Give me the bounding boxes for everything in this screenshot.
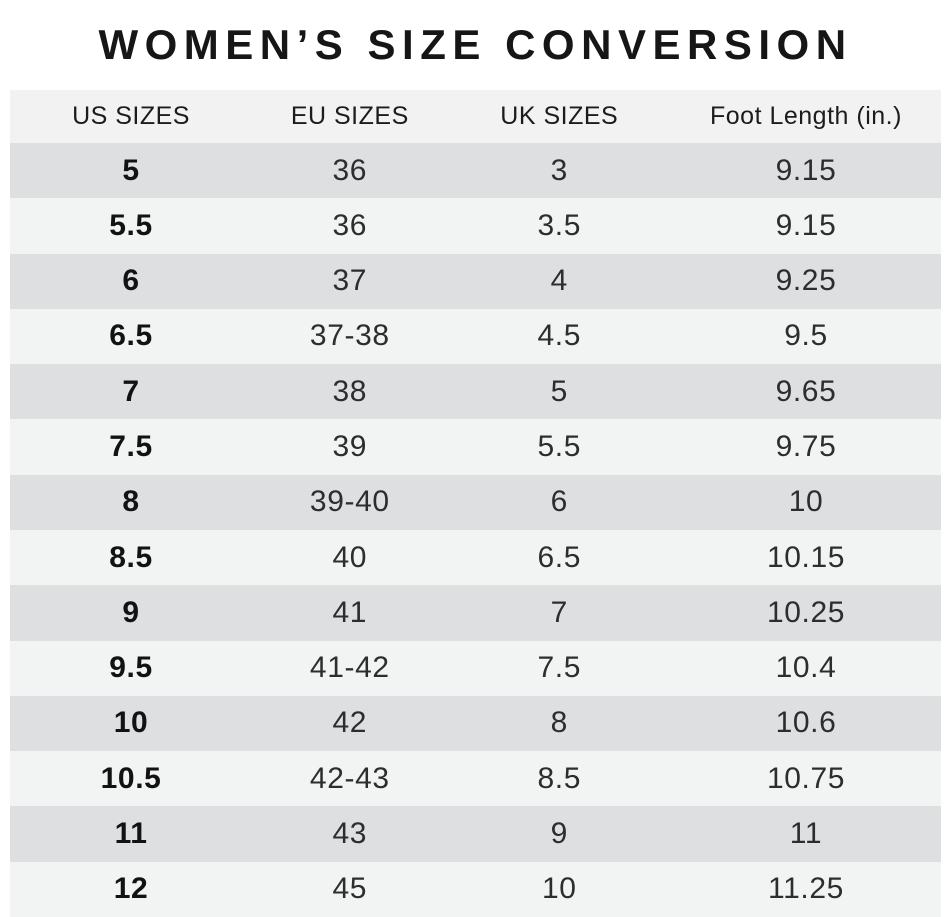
table-cell: 42 [332, 706, 368, 740]
table-cell: 10.6 [775, 706, 837, 740]
table-cell: 9 [122, 595, 140, 629]
table-row: 8.5 40 6.5 10.15 [10, 529, 941, 586]
table-cell: 37-38 [309, 319, 390, 353]
table-cell: 45 [332, 872, 368, 906]
table-cell: 39 [332, 430, 368, 464]
table-row: 6.5 37-38 4.5 9.5 [10, 308, 941, 365]
table-cell: 39-40 [309, 485, 390, 519]
table-row: 11 43 9 11 [10, 806, 941, 862]
table-row: 5 36 3 9.15 [10, 143, 941, 199]
column-header: UK SIZES [500, 102, 619, 130]
table-cell: 12 [113, 872, 149, 906]
table-cell: 8.5 [109, 540, 153, 574]
table-row: 9 41 7 10.25 [10, 585, 941, 641]
table-body: 5 36 3 9.15 5.5 36 3.5 9.15 6 37 4 9.25 6.5 37-38 4.5 9… [10, 143, 941, 917]
table-cell: 10.15 [766, 540, 846, 574]
table-cell: 37 [332, 264, 368, 298]
table-cell: 41-42 [309, 651, 390, 685]
table-cell: 9.65 [775, 374, 837, 408]
table-cell: 6 [550, 485, 568, 519]
table-cell: 11 [114, 817, 148, 851]
table-cell: 7.5 [537, 651, 582, 685]
table-row: 7 38 5 9.65 [10, 364, 941, 420]
table-cell: 3.5 [537, 208, 582, 242]
table-cell: 7 [550, 595, 568, 629]
table-cell: 10.75 [766, 761, 846, 795]
table-cell: 6 [122, 264, 140, 298]
table-cell: 9.75 [775, 430, 837, 464]
table-cell: 43 [332, 817, 368, 851]
table-row: 5.5 36 3.5 9.15 [10, 198, 941, 254]
table-cell: 10.5 [100, 761, 162, 795]
column-header: Foot Length (in.) [710, 102, 902, 130]
table-cell: 4.5 [537, 319, 582, 353]
table-cell: 10.4 [775, 651, 837, 685]
table-cell: 9.5 [109, 651, 153, 685]
table-cell: 38 [332, 374, 368, 408]
table-cell: 9 [550, 817, 568, 851]
table-cell: 40 [332, 540, 368, 574]
table-cell: 10 [788, 485, 824, 519]
column-header: EU SIZES [290, 102, 409, 130]
table-cell: 4 [550, 264, 568, 298]
table-row: 9.5 41-42 7.5 10.4 [10, 640, 941, 696]
table-cell: 41 [332, 595, 368, 629]
table-row: 12 45 10 11.25 [10, 861, 941, 917]
table-cell: 5.5 [537, 430, 582, 464]
table-cell: 5 [122, 153, 140, 187]
table-cell: 6.5 [109, 319, 153, 353]
table-cell: 9.5 [784, 319, 828, 353]
table-cell: 36 [332, 208, 368, 242]
table-row: 6 37 4 9.25 [10, 253, 941, 309]
table-cell: 8 [122, 485, 140, 519]
title-area: WOMEN’S SIZE CONVERSION [0, 0, 951, 90]
table-cell: 11 [789, 817, 823, 851]
page-title: WOMEN’S SIZE CONVERSION [98, 21, 853, 68]
table-row: 10.5 42-43 8.5 10.75 [10, 751, 941, 807]
column-header: US SIZES [72, 102, 190, 130]
table-cell: 5.5 [109, 208, 153, 242]
table-row: 8 39-40 6 10 [10, 474, 941, 530]
table-row: 10 42 8 10.6 [10, 695, 941, 752]
table-cell: 3 [550, 153, 568, 187]
table-header-row: US SIZES EU SIZES UK SIZES Foot Length (in.… [10, 90, 941, 143]
table-cell: 9.25 [775, 264, 837, 298]
table-cell: 5 [550, 374, 568, 408]
table-cell: 11.25 [768, 872, 844, 906]
table-cell: 6.5 [537, 540, 582, 574]
table-cell: 8.5 [537, 761, 582, 795]
table-cell: 10 [541, 872, 577, 906]
table-cell: 9.15 [775, 153, 837, 187]
table-row: 7.5 39 5.5 9.75 [10, 419, 941, 475]
size-conversion-table: US SIZES EU SIZES UK SIZES Foot Length (in.… [10, 90, 941, 917]
table-cell: 9.15 [775, 208, 837, 242]
table-cell: 8 [550, 706, 568, 740]
table-cell: 42-43 [309, 761, 390, 795]
table-cell: 36 [332, 153, 368, 187]
table-cell: 10 [113, 706, 149, 740]
table-cell: 10.25 [766, 595, 846, 629]
table-cell: 7.5 [109, 430, 153, 464]
table-cell: 7 [122, 374, 140, 408]
